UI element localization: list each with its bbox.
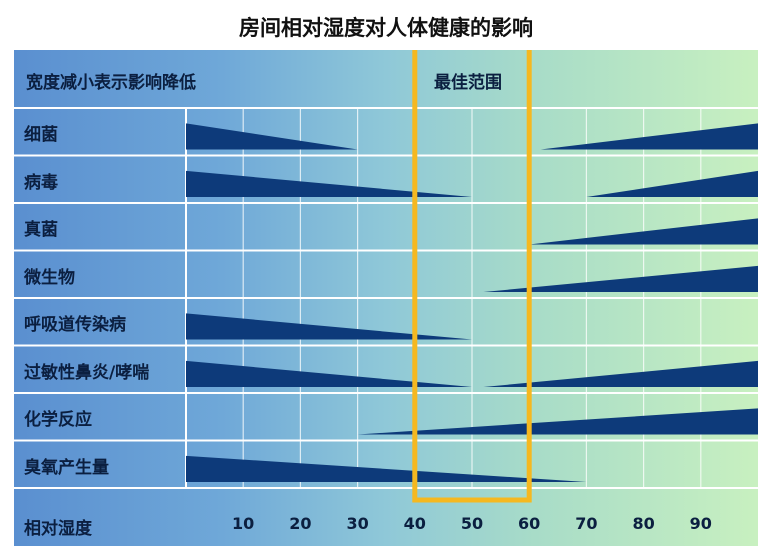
- x-tick-label: 10: [232, 514, 255, 533]
- x-tick-label: 20: [289, 514, 312, 533]
- wedge-2: [186, 170, 472, 197]
- wedge-1: [186, 123, 358, 150]
- row-label-1: 细菌: [24, 125, 58, 145]
- row-label-5: 呼吸道传染病: [24, 315, 126, 335]
- row-label-2: 病毒: [24, 172, 58, 193]
- x-tick-label: 40: [403, 514, 426, 533]
- wedge-2: [586, 170, 758, 197]
- row-label-3: 真菌: [24, 220, 58, 240]
- row-label-8: 臭氧产生量: [24, 457, 109, 478]
- wedge-1: [540, 123, 758, 150]
- x-tick-label: 70: [575, 514, 598, 533]
- x-tick-label: 50: [460, 514, 484, 533]
- wedge-6: [483, 360, 758, 387]
- x-tick-label: 60: [518, 514, 541, 533]
- x-tick-label: 80: [632, 514, 655, 533]
- chart-area: 宽度减小表示影响降低 最佳范围 细菌病毒真菌微生物呼吸道传染病过敏性鼻炎/哮喘化…: [14, 50, 758, 546]
- row-label-7: 化学反应: [24, 410, 92, 430]
- optimal-range-box: [412, 50, 532, 503]
- optimal-range-label: 最佳范围: [434, 73, 502, 93]
- row-label-4: 微生物: [24, 267, 75, 288]
- wedge-5: [186, 313, 472, 340]
- x-axis-label: 相对湿度: [24, 519, 92, 539]
- wedge-6: [186, 360, 472, 387]
- wedge-7: [357, 408, 758, 435]
- legend-note: 宽度减小表示影响降低: [26, 73, 196, 93]
- chart-svg: [14, 50, 758, 503]
- x-tick-label: 30: [346, 514, 369, 533]
- wedge-3: [529, 218, 758, 245]
- wedge-8: [186, 455, 587, 482]
- chart-title: 房间相对湿度对人体健康的影响: [239, 16, 533, 40]
- x-tick-label: 90: [689, 514, 712, 533]
- wedge-4: [483, 265, 758, 292]
- row-label-6: 过敏性鼻炎/哮喘: [24, 362, 150, 383]
